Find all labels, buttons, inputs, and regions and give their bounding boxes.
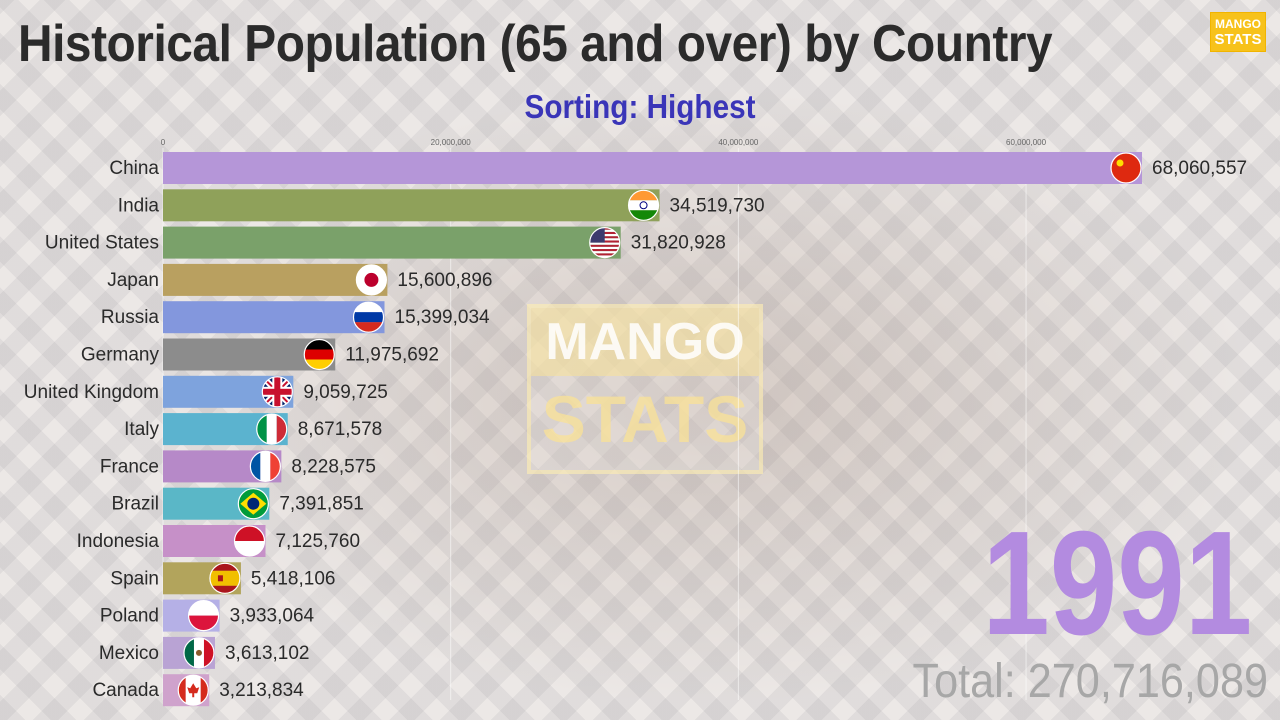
russia-flag-icon xyxy=(353,302,384,333)
bar-group: India 34,519,730 xyxy=(118,189,765,222)
bar-group: Canada 3,213,834 xyxy=(92,674,304,707)
bar-group: Indonesia 7,125,760 xyxy=(77,525,360,557)
category-label: Japan xyxy=(107,270,159,291)
bar-group: Italy 8,671,578 xyxy=(124,413,383,446)
category-label: India xyxy=(118,195,160,216)
united-kingdom-flag-icon xyxy=(262,376,293,407)
spain-flag-icon xyxy=(209,563,240,594)
category-label: Russia xyxy=(101,307,160,328)
china-flag-icon xyxy=(1111,153,1141,183)
category-label: Mexico xyxy=(99,643,159,664)
category-label: United Kingdom xyxy=(24,382,159,403)
bar-group: Japan 15,600,896 xyxy=(107,263,493,296)
bar-group: China 68,060,557 xyxy=(109,152,1247,184)
bar xyxy=(163,226,621,259)
value-label: 3,933,064 xyxy=(230,606,315,627)
x-tick-label: 60,000,000 xyxy=(1006,138,1047,147)
bar xyxy=(163,152,1142,184)
category-label: Indonesia xyxy=(77,531,160,552)
total-label: Total: 270,716,089 xyxy=(912,655,1269,708)
category-label: China xyxy=(109,158,159,179)
x-tick-label: 40,000,000 xyxy=(718,138,759,147)
bar xyxy=(163,301,385,334)
value-label: 9,059,725 xyxy=(303,382,388,403)
japan-flag-icon xyxy=(356,264,387,295)
x-tick-label: 20,000,000 xyxy=(431,138,472,147)
category-label: Germany xyxy=(81,345,160,366)
chart-title: Historical Population (65 and over) by C… xyxy=(18,15,1053,73)
value-label: 7,125,760 xyxy=(275,531,360,552)
category-label: United States xyxy=(45,233,159,254)
category-label: Canada xyxy=(92,680,159,701)
x-tick-label: 0 xyxy=(161,138,166,147)
mango-stats-logo: MANGO STATS xyxy=(1210,12,1266,52)
value-label: 15,399,034 xyxy=(395,307,491,328)
category-label: Spain xyxy=(110,568,159,589)
bar-group: Germany 11,975,692 xyxy=(81,338,439,371)
india-flag-icon xyxy=(628,190,659,221)
value-label: 3,213,834 xyxy=(219,680,304,701)
bar-group: Brazil 7,391,851 xyxy=(111,487,364,520)
bar-group: Poland 3,933,064 xyxy=(100,599,315,632)
value-label: 7,391,851 xyxy=(279,494,364,515)
value-label: 5,418,106 xyxy=(251,568,336,589)
value-label: 34,519,730 xyxy=(670,195,765,216)
watermark-line-1: MANGO xyxy=(531,308,759,376)
france-flag-icon xyxy=(250,451,281,482)
italy-flag-icon xyxy=(256,414,287,445)
logo-line-1: MANGO xyxy=(1215,16,1261,31)
category-label: Brazil xyxy=(111,494,159,515)
year-label: 1991 xyxy=(982,501,1252,666)
value-label: 8,228,575 xyxy=(291,456,376,477)
value-label: 3,613,102 xyxy=(225,643,310,664)
bar-group: Russia 15,399,034 xyxy=(101,301,491,334)
category-label: France xyxy=(100,456,159,477)
poland-flag-icon xyxy=(188,600,219,631)
value-label: 31,820,928 xyxy=(631,233,726,254)
mango-stats-watermark: MANGO STATS xyxy=(527,304,763,474)
bar xyxy=(163,263,388,296)
bar-group: Mexico 3,613,102 xyxy=(99,636,310,669)
bar xyxy=(163,189,660,222)
logo-line-2: STATS xyxy=(1214,30,1262,48)
value-label: 8,671,578 xyxy=(298,419,383,440)
bar-group: United Kingdom 9,059,725 xyxy=(24,375,388,408)
brazil-flag-icon xyxy=(238,488,269,519)
mexico-flag-icon xyxy=(183,637,214,668)
united-states-flag-icon xyxy=(589,227,620,258)
indonesia-flag-icon xyxy=(234,526,265,556)
chart-subtitle: Sorting: Highest xyxy=(524,88,756,125)
bar-group: Spain 5,418,106 xyxy=(110,562,336,595)
value-label: 68,060,557 xyxy=(1152,158,1247,179)
canada-flag-icon xyxy=(178,675,209,706)
bar-group: United States 31,820,928 xyxy=(45,226,726,259)
value-label: 11,975,692 xyxy=(345,345,439,366)
category-label: Poland xyxy=(100,606,159,627)
watermark-line-2: STATS xyxy=(541,382,749,456)
value-label: 15,600,896 xyxy=(397,270,492,291)
category-label: Italy xyxy=(124,419,159,440)
germany-flag-icon xyxy=(304,339,335,370)
bar-group: France 8,228,575 xyxy=(100,450,376,483)
